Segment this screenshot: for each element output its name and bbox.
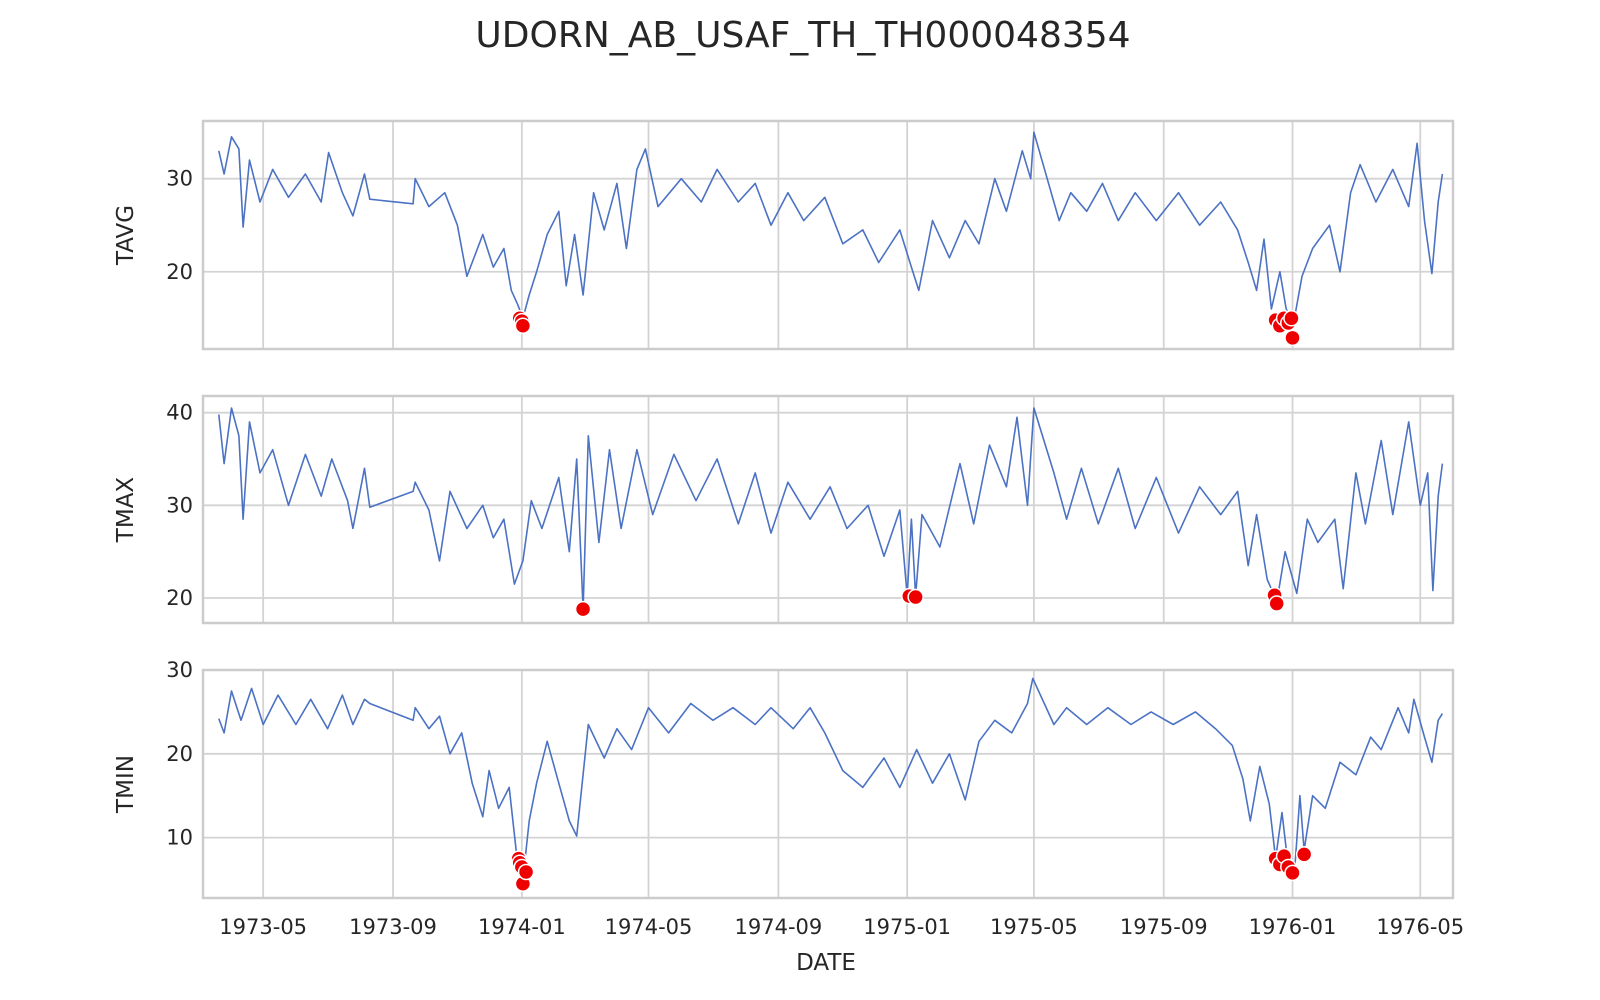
anomaly-point [907, 588, 924, 606]
y-tick-label: 30 [166, 167, 193, 191]
x-tick-label: 1974-01 [478, 915, 566, 939]
panels-layer: 20 30 TAVG 20 30 40 TMAX 10 20 30 TMIN 1973-05 1973-… [113, 119, 1464, 939]
x-tick-label: 1975-05 [990, 915, 1078, 939]
series-line-tavg [218, 131, 1444, 324]
panel-frame [201, 119, 1455, 351]
y-tick-label: 40 [166, 401, 193, 425]
chart-title: UDORN_AB_USAF_TH_TH000048354 [475, 15, 1130, 56]
panel-tmin: 10 20 30 TMIN 1973-05 1973-09 1974-01 1974-05 19… [113, 658, 1464, 939]
panel-frame [201, 394, 1455, 625]
y-tick-label: 30 [166, 658, 193, 682]
y-tick-label: 20 [166, 742, 193, 766]
anomaly-point [1295, 846, 1313, 863]
anomaly-point [574, 600, 592, 618]
x-tick-label: 1976-01 [1249, 915, 1337, 939]
y-tick-label: 30 [166, 493, 193, 517]
panel-tmax: 20 30 40 TMAX [113, 394, 1455, 625]
x-axis-label: DATE [796, 950, 856, 976]
y-tick-label: 20 [166, 260, 193, 284]
series-line-tmax [218, 407, 1444, 610]
y-axis-label: TMAX [113, 477, 139, 544]
x-tick-label: 1975-09 [1120, 915, 1208, 939]
x-tick-label: 1973-09 [349, 915, 437, 939]
x-tick-label: 1974-05 [605, 915, 693, 939]
x-tick-label: 1973-05 [219, 915, 307, 939]
y-tick-label: 10 [166, 826, 193, 850]
x-tick-label: 1975-01 [863, 915, 951, 939]
anomaly-point [517, 863, 535, 881]
y-tick-label: 20 [166, 586, 193, 610]
anomaly-point [514, 317, 532, 334]
series-line-tmin [218, 677, 1444, 881]
anomaly-point [1283, 310, 1300, 327]
panel-frame [201, 668, 1455, 900]
x-tick-label: 1974-09 [735, 915, 823, 939]
anomaly-point [1284, 329, 1301, 347]
anomaly-point [1284, 864, 1301, 882]
anomaly-point [1268, 595, 1285, 612]
panel-tavg: 20 30 TAVG [113, 119, 1455, 351]
x-tick-label: 1976-05 [1376, 915, 1464, 939]
y-axis-label: TMIN [113, 755, 139, 814]
y-axis-label: TAVG [113, 205, 139, 266]
